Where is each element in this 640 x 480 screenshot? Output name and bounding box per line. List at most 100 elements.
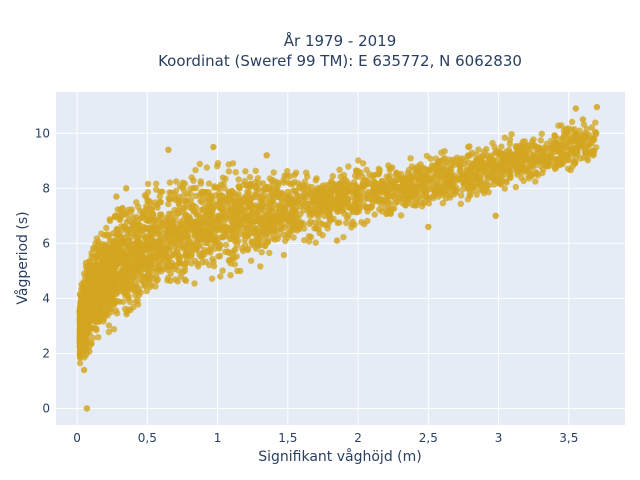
data-point [224,198,231,206]
data-point [449,156,457,163]
data-point [451,188,458,195]
data-point [325,221,332,228]
data-point [560,133,567,141]
data-point [105,322,113,329]
data-point [212,238,219,246]
data-point [327,192,335,199]
data-point [437,176,444,184]
data-point [222,175,229,183]
data-point [519,156,526,163]
x-tick-label: 2 [354,431,362,445]
data-point [524,167,531,175]
data-point [289,196,296,203]
data-point [108,267,115,274]
data-point [352,202,360,209]
data-point [172,195,179,202]
data-point [439,200,447,207]
data-point [383,209,391,217]
data-point [164,241,172,248]
data-point [537,163,545,170]
data-point [225,161,232,168]
data-point [81,312,88,320]
data-point [532,178,539,185]
data-point [113,310,121,317]
y-tick-label: 8 [42,181,50,195]
data-point [236,221,243,228]
data-point [446,183,453,191]
data-point [312,224,320,231]
data-point [153,180,160,187]
data-point [171,223,178,230]
data-point [404,199,412,206]
chart-title: År 1979 - 2019 [284,31,397,50]
data-point [300,225,308,232]
data-point [265,185,272,192]
data-point [215,212,222,219]
data-point [111,299,119,306]
data-point [181,222,188,230]
data-point [246,173,254,181]
data-point [349,218,356,225]
data-point [260,237,267,245]
data-point [194,238,201,245]
data-point [543,140,550,147]
y-axis-label: Vågperiod (s) [14,211,31,304]
data-point [208,225,215,233]
data-point [233,233,240,240]
data-point [257,203,265,210]
data-point [76,354,84,361]
data-point [150,211,157,218]
data-point [147,232,154,239]
data-point [301,237,308,244]
data-point [146,198,153,205]
data-point [131,243,138,251]
data-point [210,218,217,226]
data-point [206,261,213,269]
data-point [119,283,126,291]
data-point [491,144,498,151]
data-point [134,276,141,283]
data-point [581,130,589,137]
data-point [457,200,464,207]
data-point [123,185,130,192]
data-point [227,272,234,279]
data-point [395,171,402,179]
data-point [146,260,153,268]
data-point [514,166,521,173]
data-point [272,189,279,197]
data-point [303,169,310,176]
data-point [216,252,224,260]
data-point [138,271,145,278]
data-point [79,299,87,307]
data-point [82,259,90,267]
y-tick-label: 10 [35,126,50,140]
data-point [208,275,216,282]
data-point [433,181,440,188]
data-point [165,233,172,240]
data-point [203,164,210,171]
data-point [222,231,229,238]
data-point [465,152,472,159]
data-point [214,160,222,167]
data-point [103,292,111,299]
data-point [472,170,480,177]
data-point [276,205,283,212]
data-point [501,134,508,141]
data-point [425,223,432,231]
data-point [217,200,224,207]
data-point [263,212,270,219]
data-point [506,136,514,143]
data-point [560,127,568,135]
data-point [479,186,486,194]
data-point [166,179,174,186]
data-point [568,118,576,126]
data-point [503,179,510,186]
data-point [269,234,276,241]
data-point [113,193,120,200]
data-point [280,251,288,259]
data-point [593,103,601,111]
data-point [343,219,350,227]
data-point [295,180,302,187]
data-point [231,197,238,205]
data-point [138,246,145,253]
